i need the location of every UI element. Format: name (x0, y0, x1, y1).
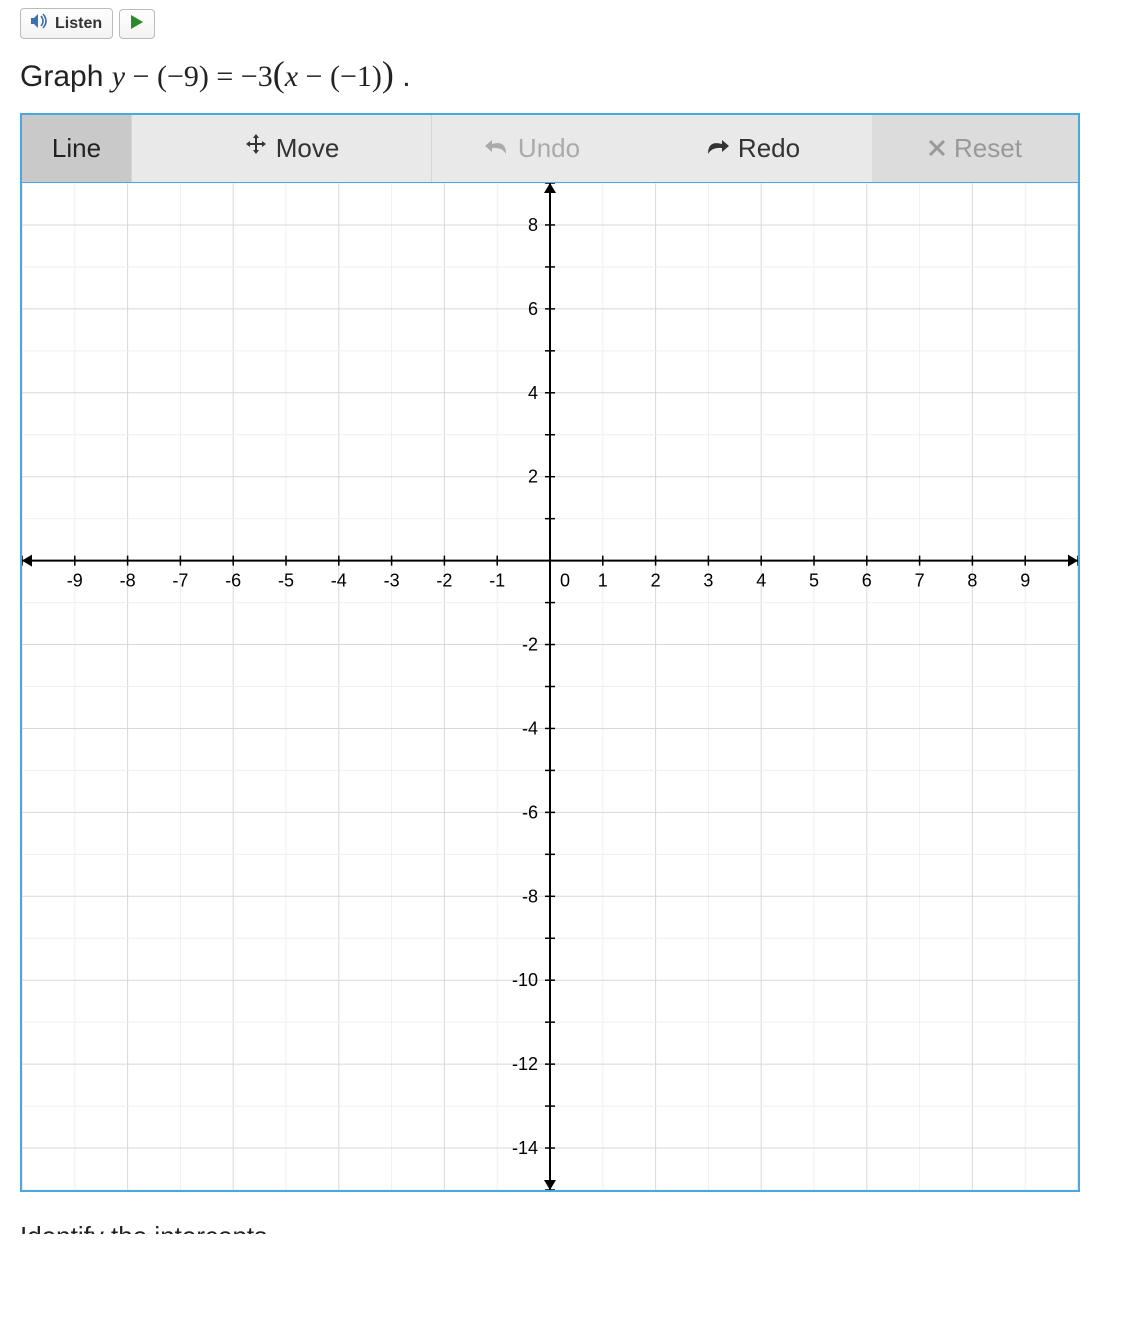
svg-text:2: 2 (528, 467, 538, 487)
svg-text:-8: -8 (522, 886, 538, 906)
tool-undo-label: Undo (518, 133, 580, 164)
svg-text:-8: -8 (120, 571, 136, 591)
svg-text:6: 6 (528, 299, 538, 319)
eq-seg2: − (−1) (298, 60, 382, 93)
var-x: x (285, 60, 298, 93)
svg-text:1: 1 (598, 571, 608, 591)
svg-text:-10: -10 (512, 970, 538, 990)
svg-text:-2: -2 (522, 635, 538, 655)
tool-move-button[interactable]: Move (132, 115, 432, 182)
svg-text:-5: -5 (278, 571, 294, 591)
svg-text:-1: -1 (489, 571, 505, 591)
question-prompt: Graph y − (−9) = −3(x − (−1)) . (20, 53, 1119, 95)
tool-line-label: Line (52, 133, 101, 164)
speaker-icon (31, 13, 49, 34)
svg-text:-4: -4 (331, 571, 347, 591)
listen-button[interactable]: Listen (20, 8, 113, 39)
paren-open: ( (273, 54, 285, 94)
svg-text:-2: -2 (436, 571, 452, 591)
svg-text:3: 3 (703, 571, 713, 591)
close-icon (928, 133, 946, 164)
svg-text:-4: -4 (522, 718, 538, 738)
tool-reset-label: Reset (954, 133, 1022, 164)
listen-label: Listen (55, 15, 102, 33)
svg-text:4: 4 (756, 571, 766, 591)
tool-line-button[interactable]: Line (22, 115, 132, 182)
redo-icon (704, 133, 730, 164)
svg-text:5: 5 (809, 571, 819, 591)
svg-text:0: 0 (560, 571, 570, 591)
identify-intercepts-text: Identify the intercepts (20, 1216, 1119, 1234)
play-icon (131, 15, 143, 32)
svg-text:-9: -9 (67, 571, 83, 591)
svg-text:6: 6 (862, 571, 872, 591)
tool-redo-label: Redo (738, 133, 800, 164)
svg-text:-14: -14 (512, 1138, 538, 1158)
svg-text:-6: -6 (522, 802, 538, 822)
undo-icon (484, 133, 510, 164)
coordinate-grid[interactable]: -9 -8 -7 -6 -5 -4 -3 -2 -1 1 2 3 4 5 6 7 8 9 8 6 4 2 -2 -4 -6 -8 -… (22, 183, 1078, 1190)
tool-reset-button[interactable]: Reset (872, 115, 1078, 182)
move-icon (244, 133, 268, 164)
graph-toolbar: Line Move Undo Redo (22, 115, 1078, 183)
svg-text:8: 8 (967, 571, 977, 591)
svg-text:4: 4 (528, 383, 538, 403)
svg-text:8: 8 (528, 215, 538, 235)
tool-undo-button[interactable]: Undo (432, 115, 652, 182)
play-button[interactable] (119, 9, 155, 39)
svg-text:9: 9 (1020, 571, 1030, 591)
svg-text:-7: -7 (172, 571, 188, 591)
var-y: y (112, 60, 125, 93)
svg-text:7: 7 (915, 571, 925, 591)
svg-text:-3: -3 (384, 571, 400, 591)
paren-close: ) (382, 54, 394, 94)
listen-controls: Listen (20, 8, 1119, 39)
svg-text:-6: -6 (225, 571, 241, 591)
tool-redo-button[interactable]: Redo (652, 115, 872, 182)
svg-text:2: 2 (651, 571, 661, 591)
prompt-prefix: Graph (20, 60, 112, 93)
tool-move-label: Move (276, 133, 340, 164)
eq-seg1: − (−9) = −3 (125, 60, 273, 93)
eq-period: . (394, 60, 411, 93)
svg-text:-12: -12 (512, 1054, 538, 1074)
graph-widget: Line Move Undo Redo (20, 113, 1080, 1192)
